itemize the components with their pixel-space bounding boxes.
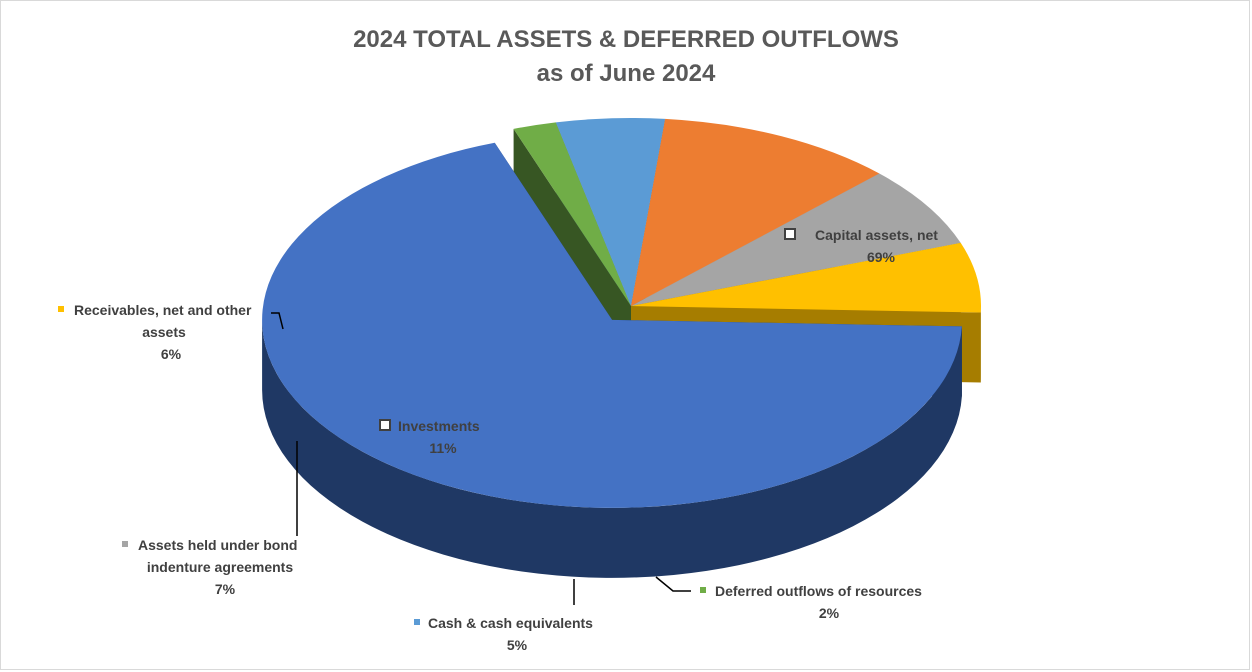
- slice-label-receivables-line1: Receivables, net and other: [74, 302, 252, 318]
- slice-investments: [631, 118, 880, 306]
- legend-marker-deferred: [700, 587, 706, 593]
- slice-capital-assets-net: [262, 142, 962, 508]
- data-label-cash: Cash & cash equivalents 5%: [414, 579, 593, 653]
- slice-label-bond-assets-line2: indenture agreements: [147, 559, 293, 575]
- slice-label-capital-assets: Capital assets, net: [815, 227, 938, 243]
- slice-receivables-net-and-other-assets: [631, 242, 981, 313]
- slice-pct-receivables: 6%: [161, 346, 182, 362]
- slice-pct-bond-assets: 7%: [215, 581, 236, 597]
- legend-marker-receivables: [58, 306, 64, 312]
- slice-label-cash: Cash & cash equivalents: [428, 615, 593, 631]
- data-label-investments: Investments 11%: [379, 418, 480, 456]
- slice-cash-cash-equivalents: [555, 118, 666, 307]
- slice-label-investments: Investments: [398, 418, 480, 434]
- slice-side-capital-assets-net: [262, 319, 962, 578]
- slice-deferred-outflows-of-resources: [513, 122, 631, 306]
- slice-pct-investments: 11%: [429, 440, 457, 456]
- data-label-receivables: Receivables, net and other assets 6%: [58, 302, 284, 362]
- slice-label-receivables: Receivables, net and other assets: [74, 302, 255, 340]
- slice-pct-cash: 5%: [507, 637, 528, 653]
- leader-line-deferred: [655, 576, 691, 592]
- slice-pct-capital-assets: 69%: [867, 249, 896, 265]
- legend-marker-cash: [414, 619, 420, 625]
- legend-marker-capital-assets: [784, 228, 796, 240]
- data-label-deferred: Deferred outflows of resources 2%: [655, 576, 922, 621]
- slice-label-receivables-line2: assets: [142, 324, 186, 340]
- chart-title: 2024 TOTAL ASSETS & DEFERRED OUTFLOWS: [353, 26, 899, 53]
- legend-marker-bond-assets: [122, 541, 128, 547]
- leader-line-receivables: [271, 312, 284, 330]
- slice-label-deferred: Deferred outflows of resources: [715, 583, 922, 599]
- data-label-bond-assets: Assets held under bond indenture agreeme…: [122, 441, 301, 597]
- data-label-capital-assets: Capital assets, net 69%: [784, 227, 938, 265]
- chart-subtitle: as of June 2024: [537, 60, 716, 87]
- slice-label-bond-assets-line1: Assets held under bond: [138, 537, 297, 553]
- slice-label-bond-assets: Assets held under bond indenture agreeme…: [138, 537, 301, 575]
- legend-marker-investments: [379, 419, 391, 431]
- slice-pct-deferred: 2%: [819, 605, 840, 621]
